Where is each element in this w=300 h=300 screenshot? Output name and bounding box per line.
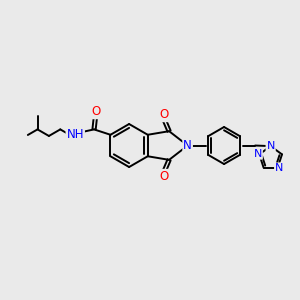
Text: O: O [159,108,168,121]
Text: N: N [183,139,192,152]
Text: NH: NH [67,128,84,141]
Text: N: N [254,149,262,159]
Text: O: O [91,105,100,118]
Text: O: O [159,170,168,183]
Text: N: N [275,163,283,173]
Text: N: N [266,141,275,151]
